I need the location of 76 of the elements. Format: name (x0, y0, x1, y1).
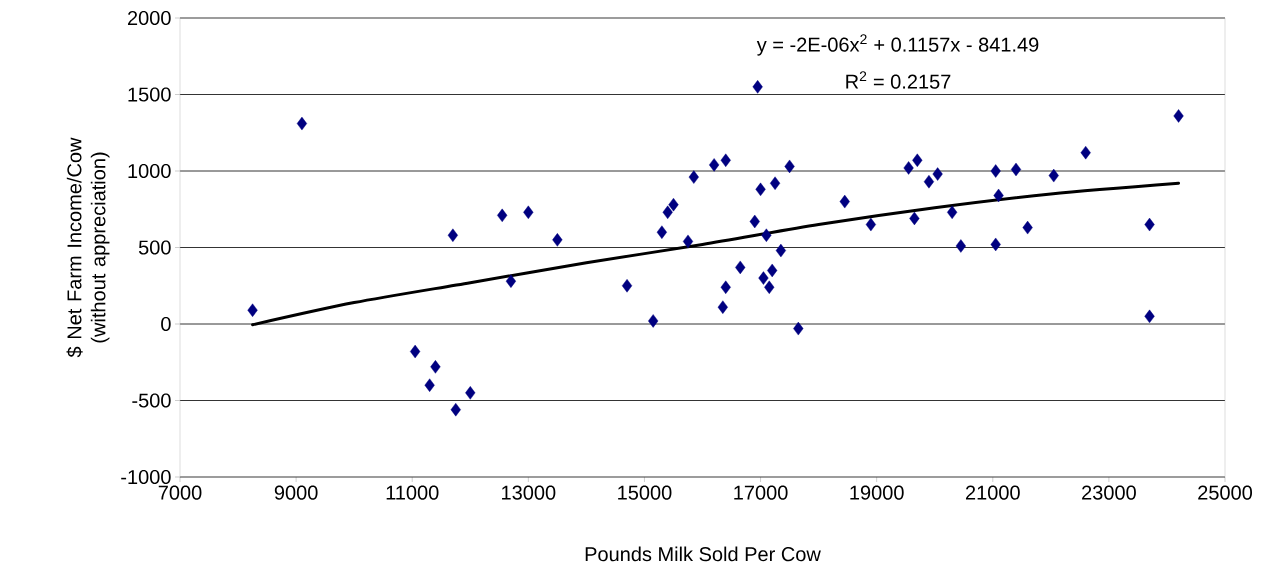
point (923, 175, 934, 189)
y-tick-label: -1000 (121, 469, 171, 485)
y-axis-title: $ Net Farm Income/Cow (without appreciation) (66, 137, 110, 358)
x-tick-label: 9000 (274, 485, 318, 500)
point (523, 205, 534, 220)
x-tick-label: 15000 (618, 485, 672, 500)
x-axis-title: Pounds Milk Sold Per Cow (585, 546, 821, 562)
point (912, 153, 923, 167)
x-tick-label: 23000 (1082, 485, 1136, 500)
y-tick-label: 500 (138, 240, 171, 255)
x-tick-label: 25000 (1198, 485, 1253, 500)
line-series (251, 181, 1181, 327)
point (1080, 145, 1091, 160)
point (430, 360, 441, 374)
point (752, 80, 763, 94)
point (505, 274, 516, 288)
point (552, 233, 563, 247)
point (903, 161, 914, 175)
point (784, 159, 795, 174)
point (764, 280, 775, 294)
point (621, 279, 633, 293)
point (717, 300, 728, 314)
point (1010, 162, 1022, 177)
point (497, 208, 508, 223)
point (410, 344, 421, 359)
point (1144, 217, 1155, 232)
point (758, 271, 769, 285)
x-tick-label: 11000 (386, 485, 439, 500)
x-tick-label: 21000 (965, 485, 1020, 500)
point (767, 263, 778, 278)
point (839, 194, 850, 209)
annotation: y = -2E-06x$^{2}$ + 0.1157x - 841.49 (756, 34, 1039, 56)
x-tick-label: 19000 (850, 485, 904, 500)
y-tick-label: -500 (132, 393, 171, 408)
point (761, 228, 772, 242)
point (1144, 309, 1155, 324)
point (1173, 109, 1184, 123)
point (770, 176, 781, 190)
point (993, 188, 1004, 203)
point (720, 280, 731, 294)
point (865, 217, 876, 232)
y-tick-label: 2000 (127, 10, 171, 26)
annotation: R$^{2}$ = 0.2157 (846, 71, 951, 89)
point (668, 197, 679, 212)
x-tick-label: 7000 (158, 485, 202, 500)
point (447, 228, 458, 242)
point (720, 153, 731, 167)
point (465, 386, 476, 400)
point (682, 234, 694, 249)
point (947, 205, 958, 220)
point (990, 237, 1001, 252)
point (775, 243, 786, 258)
point (932, 167, 943, 181)
point (1048, 168, 1059, 183)
y-tick-label: 1500 (128, 87, 171, 102)
point (648, 314, 659, 328)
point (735, 260, 746, 275)
point (955, 239, 966, 253)
point (749, 214, 760, 229)
y-tick-label: 1000 (128, 163, 171, 179)
point (296, 116, 307, 131)
point (793, 321, 804, 336)
x-tick-label: 13000 (502, 485, 556, 500)
point (688, 170, 699, 184)
point (450, 402, 461, 417)
y-tick-label: 0 (161, 316, 171, 332)
point (247, 303, 258, 317)
x-tick-label: 17000 (734, 485, 788, 500)
point (990, 164, 1001, 178)
point (909, 211, 920, 226)
point (755, 182, 766, 197)
point (709, 158, 720, 172)
point (1022, 220, 1033, 235)
point (424, 378, 435, 392)
point (662, 205, 673, 220)
point (656, 225, 667, 239)
